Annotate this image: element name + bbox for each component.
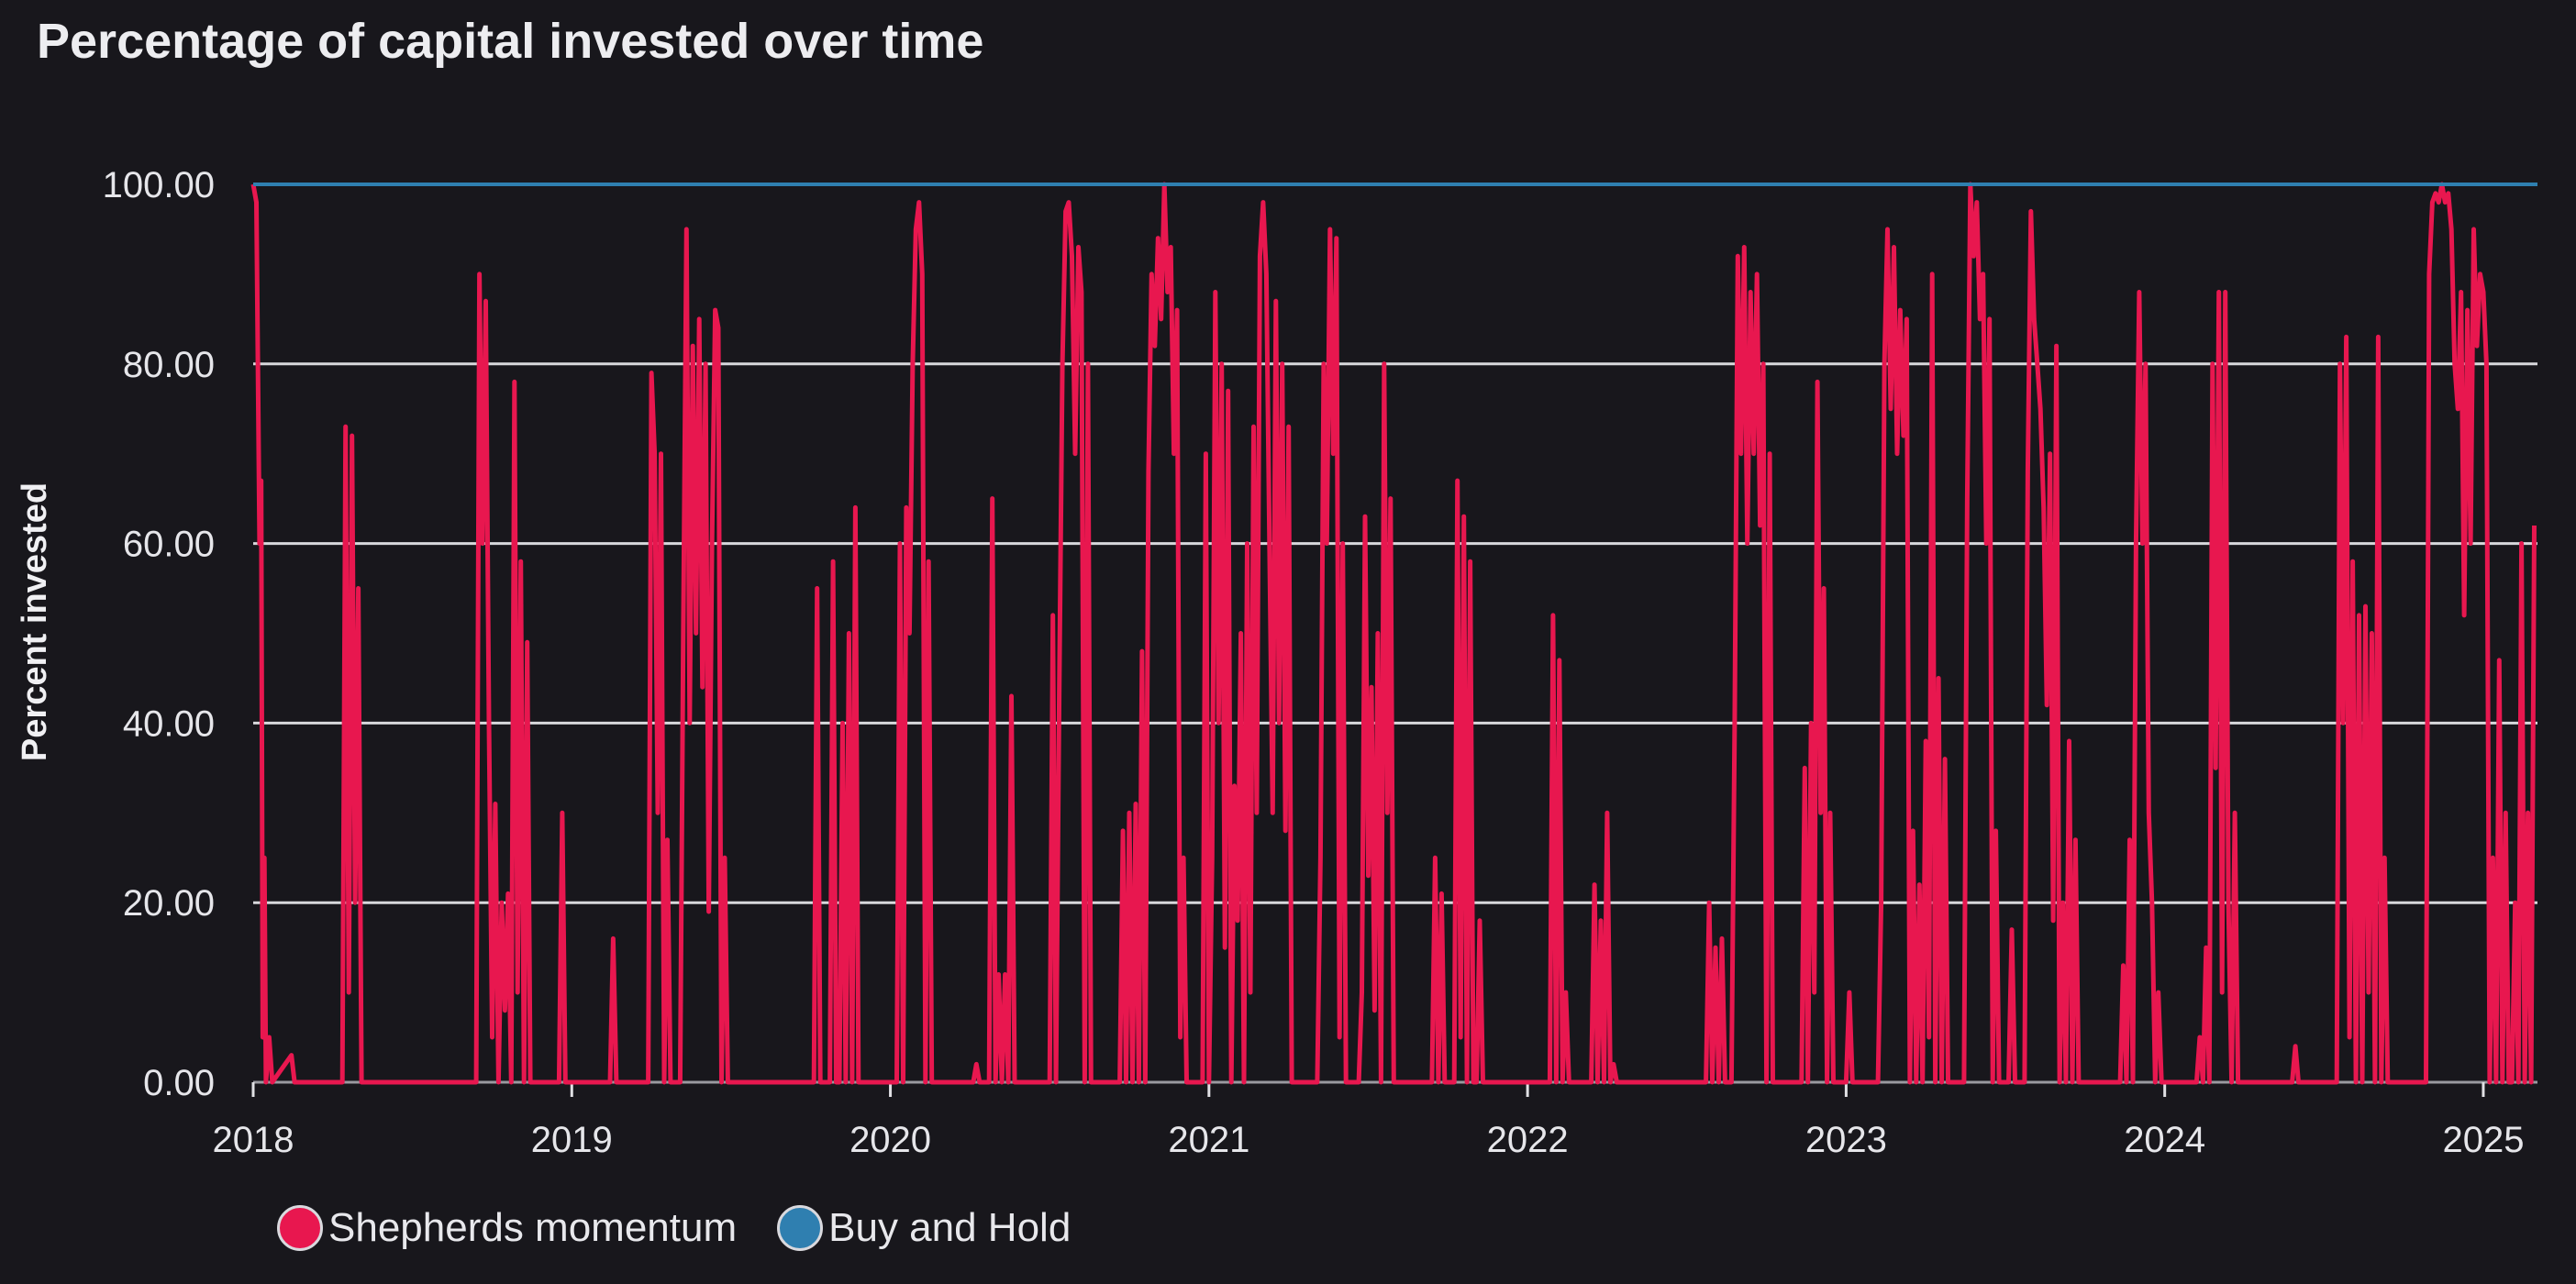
series-layer	[250, 182, 2537, 1085]
x-tick-label: 2024	[2124, 1120, 2205, 1160]
x-tick-label: 2023	[1805, 1120, 1887, 1160]
y-tick-label: 60.00	[123, 525, 215, 565]
x-tick-label: 2020	[849, 1120, 931, 1160]
legend-item-buy-and-hold[interactable]: Buy and Hold	[777, 1205, 1071, 1251]
grid-lines	[253, 183, 2537, 1084]
chart-title: Percentage of capital invested over time	[37, 14, 984, 69]
x-tick-label: 2025	[2442, 1120, 2524, 1160]
legend-swatch-momentum	[277, 1205, 323, 1251]
y-tick-label: 20.00	[123, 883, 215, 924]
legend-swatch-buy-and-hold	[777, 1205, 824, 1251]
legend-label-momentum: Shepherds momentum	[328, 1205, 738, 1250]
x-axis-ticks: 2018 2019 2020 2021 2022 2023 2024 2025	[213, 1082, 2524, 1160]
y-axis-title: Percent invested	[16, 482, 54, 761]
y-tick-label: 40.00	[123, 703, 215, 744]
y-tick-label: 0.00	[143, 1063, 215, 1103]
y-tick-label: 100.00	[103, 165, 215, 205]
legend-label-buy-and-hold: Buy and Hold	[828, 1205, 1071, 1250]
x-tick-label: 2019	[531, 1120, 613, 1160]
x-tick-label: 2021	[1168, 1120, 1249, 1160]
momentum-line	[250, 182, 2537, 1085]
x-tick-label: 2022	[1487, 1120, 1569, 1160]
legend-item-momentum[interactable]: Shepherds momentum	[277, 1205, 737, 1251]
x-tick-label: 2018	[213, 1120, 294, 1160]
y-tick-label: 80.00	[123, 345, 215, 385]
y-axis-ticks: 0.00 20.00 40.00 60.00 80.00 100.00	[103, 165, 215, 1103]
legend: Shepherds momentum Buy and Hold	[277, 1205, 1071, 1251]
